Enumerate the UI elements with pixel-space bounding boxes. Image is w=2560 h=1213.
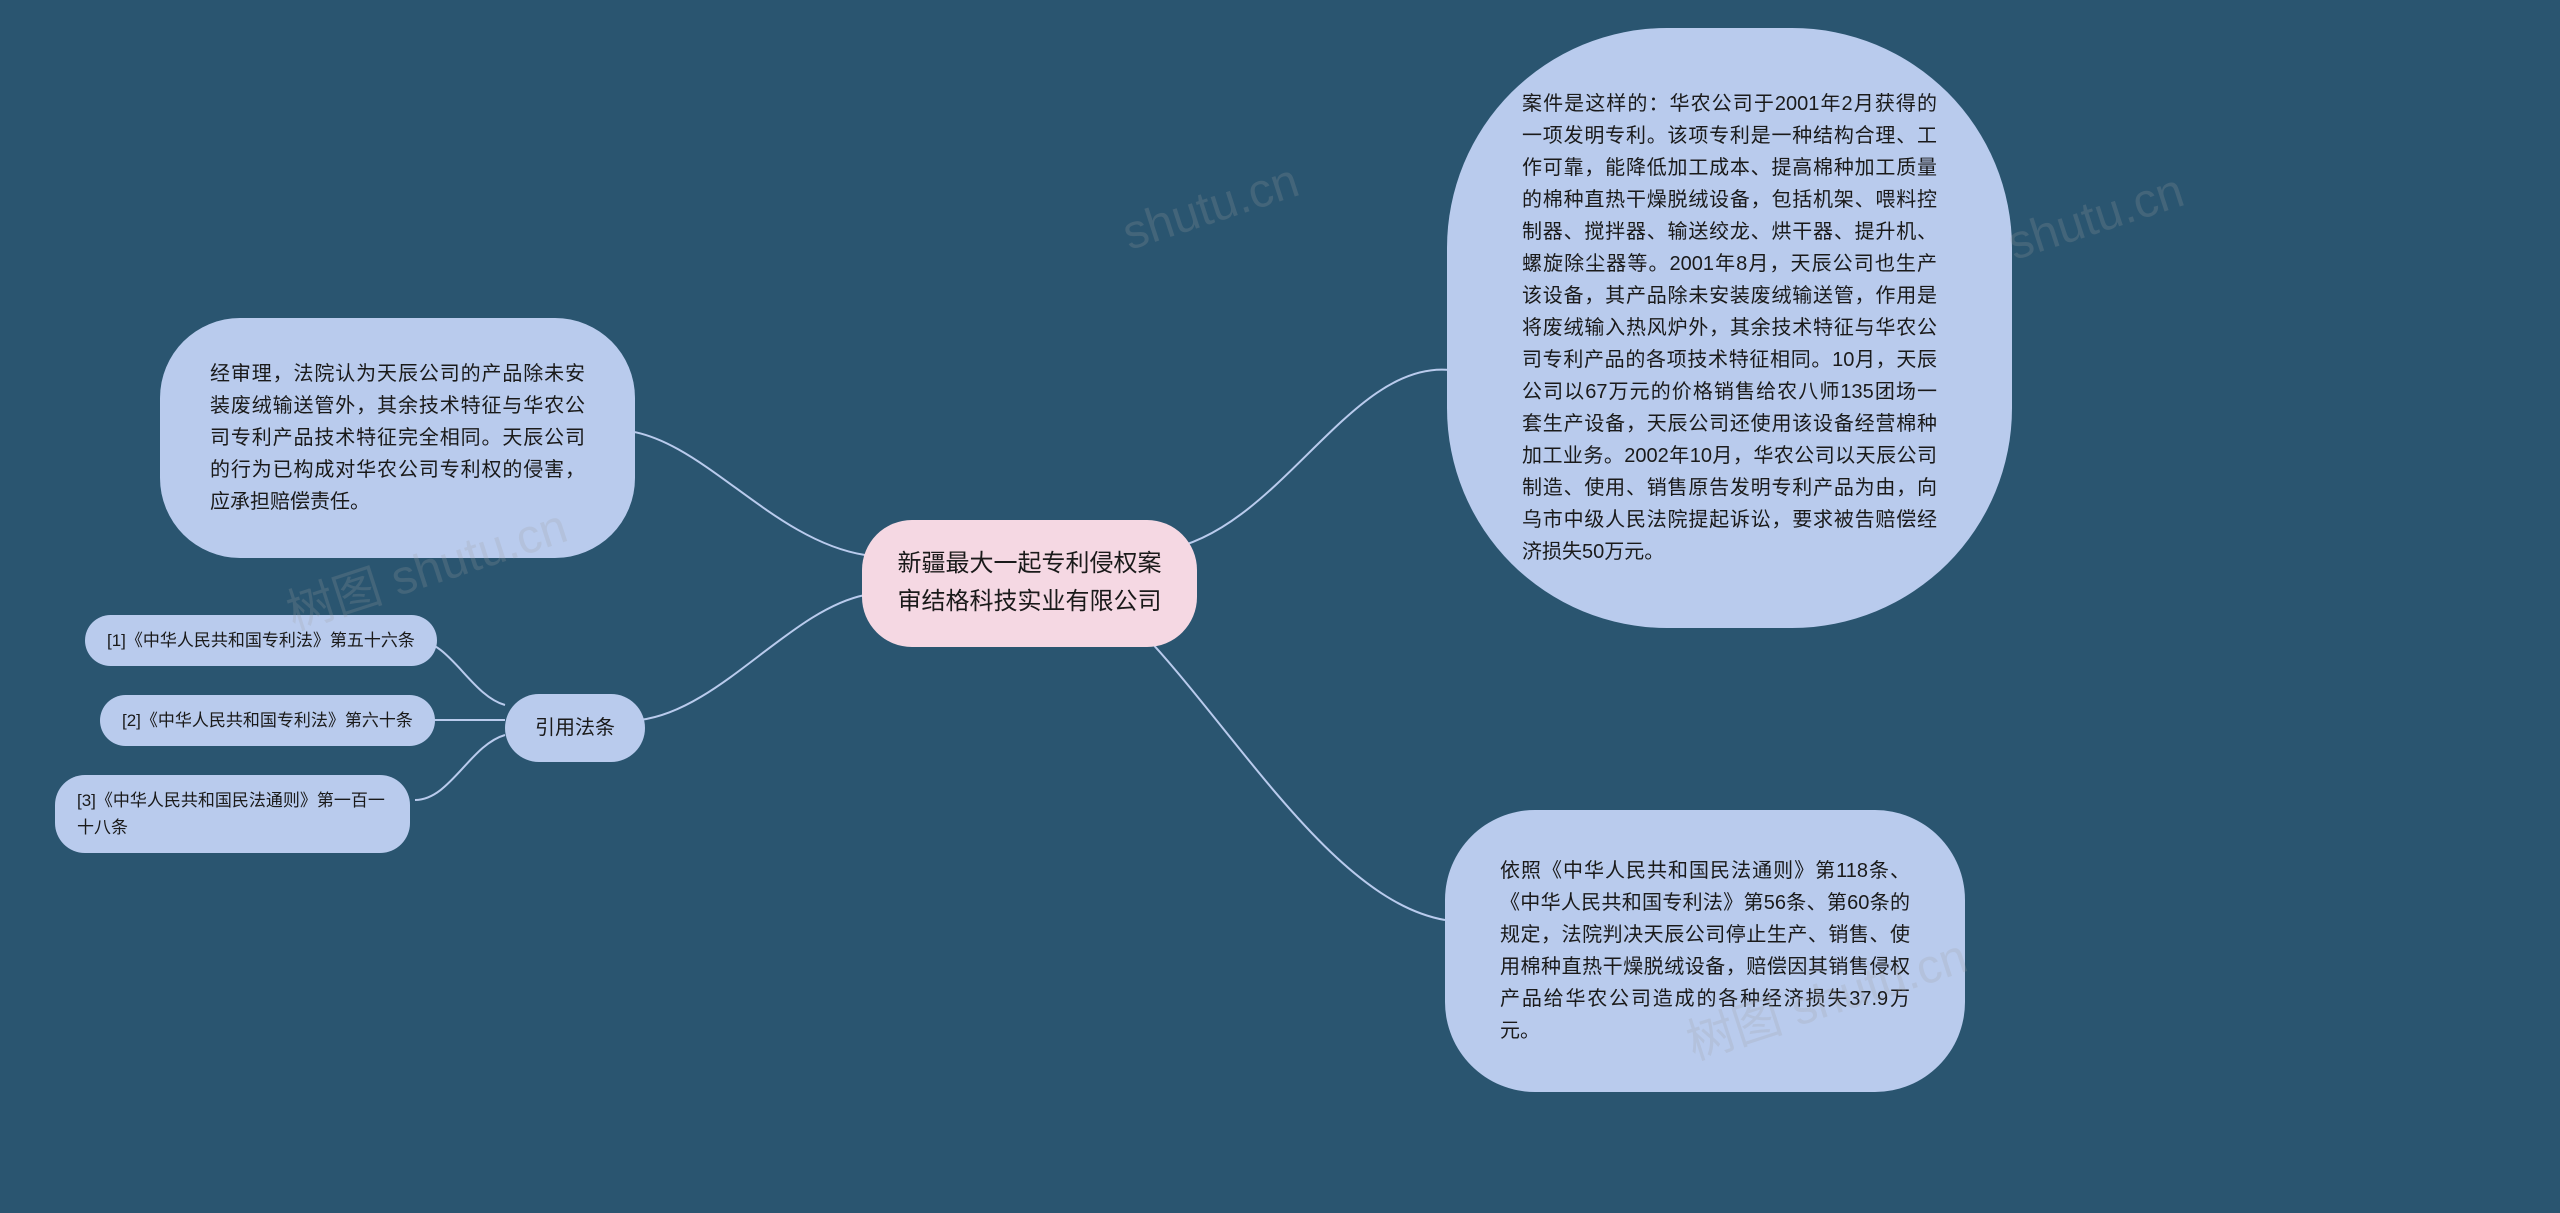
citation-item: [2]《中华人民共和国专利法》第六十条 [100,695,435,746]
citation-item-text: [1]《中华人民共和国专利法》第五十六条 [107,631,415,650]
citations-label-text: 引用法条 [535,717,615,739]
verdict-node: 依照《中华人民共和国民法通则》第118条、《中华人民共和国专利法》第56条、第6… [1445,810,1965,1092]
mindmap-center-node: 新疆最大一起专利侵权案 审结格科技实业有限公司 [862,520,1197,647]
citation-item: [1]《中华人民共和国专利法》第五十六条 [85,615,437,666]
ruling-text: 经审理，法院认为天辰公司的产品除未安装废绒输送管外，其余技术特征与华农公司专利产… [210,363,585,513]
center-title-line2: 审结格科技实业有限公司 [897,583,1162,621]
ruling-node: 经审理，法院认为天辰公司的产品除未安装废绒输送管外，其余技术特征与华农公司专利产… [160,318,635,558]
citations-label-node: 引用法条 [505,694,645,762]
citation-item-text: [2]《中华人民共和国专利法》第六十条 [122,711,413,730]
case-description-node: 案件是这样的：华农公司于2001年2月获得的一项发明专利。该项专利是一种结构合理… [1447,28,2012,628]
watermark: shutu.cn [2001,163,2191,271]
citation-item: [3]《中华人民共和国民法通则》第一百一十八条 [55,775,410,853]
verdict-text: 依照《中华人民共和国民法通则》第118条、《中华人民共和国专利法》第56条、第6… [1500,860,1910,1042]
case-description-text: 案件是这样的：华农公司于2001年2月获得的一项发明专利。该项专利是一种结构合理… [1522,93,1937,563]
citation-item-text: [3]《中华人民共和国民法通则》第一百一十八条 [77,791,385,837]
mindmap-edges [0,0,2560,1213]
center-title-line1: 新疆最大一起专利侵权案 [897,545,1162,583]
watermark: shutu.cn [1116,153,1306,261]
